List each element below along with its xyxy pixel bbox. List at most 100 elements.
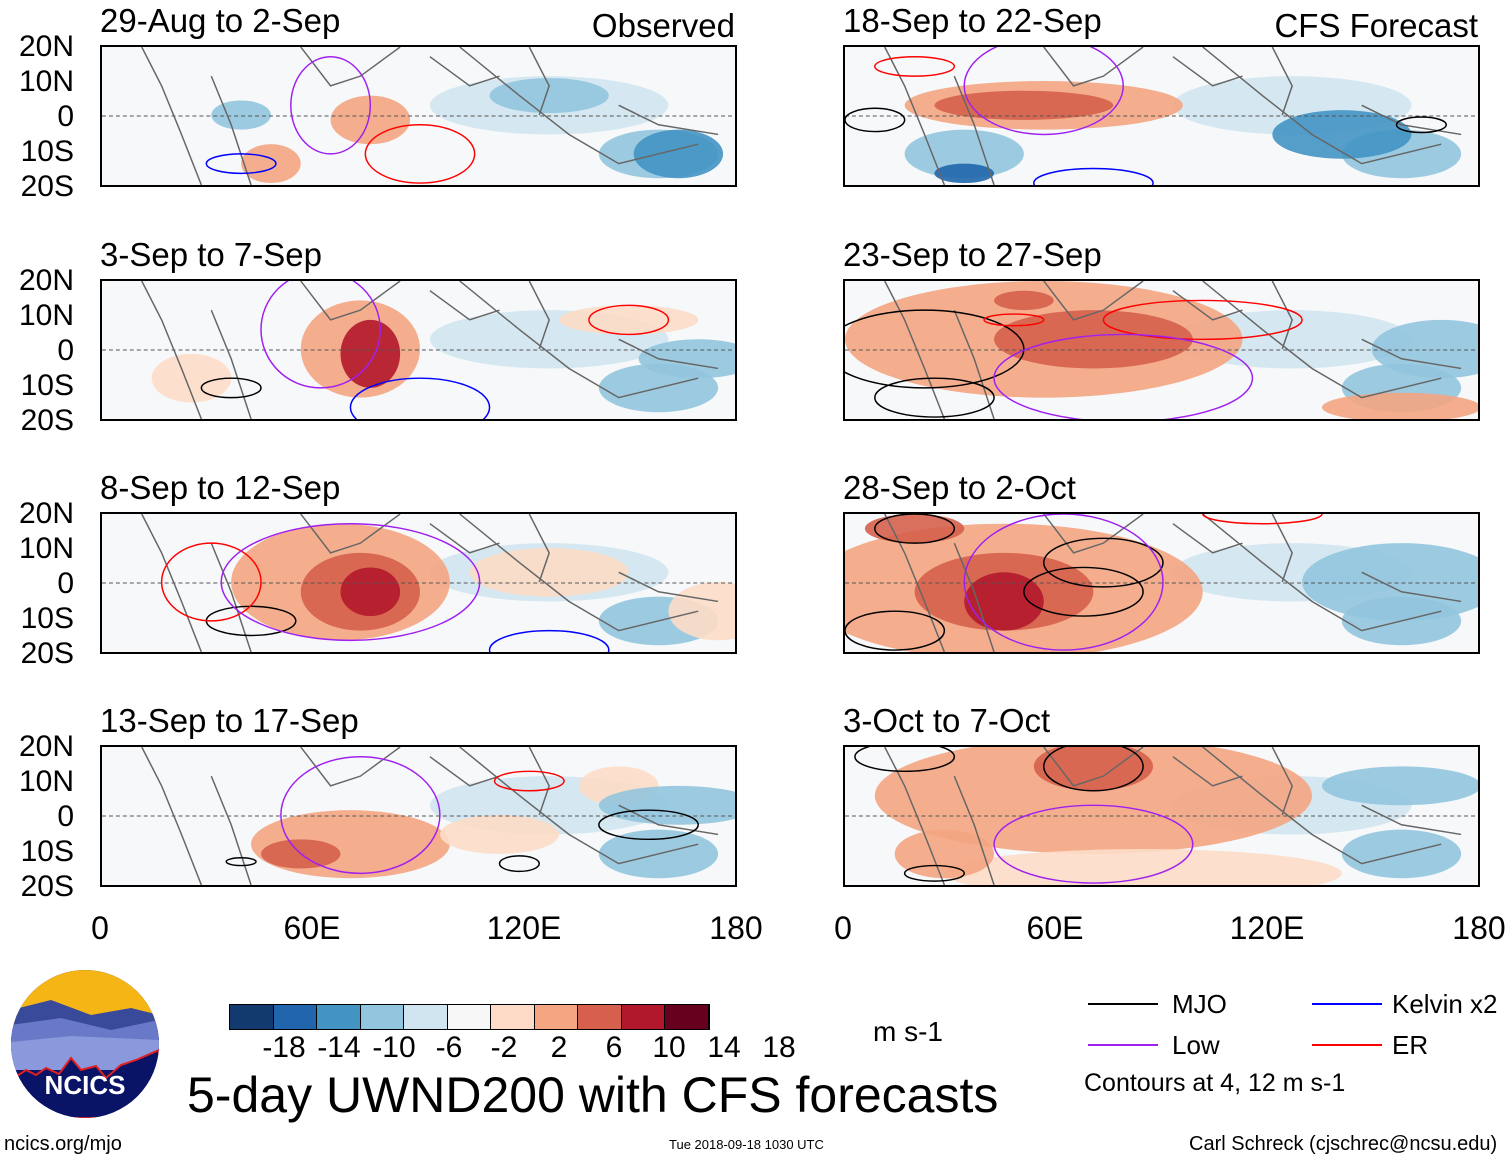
anomaly-shading <box>934 90 1114 120</box>
anomaly-shading <box>904 129 1024 179</box>
wave-contour <box>845 107 906 133</box>
legend-line-mjo <box>1088 1003 1158 1005</box>
panel-title: 23-Sep to 27-Sep <box>843 236 1102 273</box>
wave-contour <box>364 124 476 184</box>
map-panel <box>843 512 1480 654</box>
colorbar-swatch <box>447 1005 491 1029</box>
anomaly-shading <box>894 829 995 879</box>
anomaly-shading <box>864 514 965 544</box>
colorbar-swatch <box>404 1005 448 1029</box>
wave-contour <box>845 610 946 651</box>
wave-contour <box>225 857 257 867</box>
anomaly-shading <box>874 747 1312 854</box>
anomaly-shading <box>151 353 232 403</box>
anomaly-shading <box>469 548 629 597</box>
colorbar-label: 10 <box>652 1031 686 1064</box>
coastlines <box>141 514 719 652</box>
colorbar-swatch <box>230 1005 274 1029</box>
lat-label: 20N <box>18 264 74 297</box>
wave-contour <box>493 770 565 792</box>
coastlines <box>141 281 719 419</box>
colorbar-swatch <box>578 1005 622 1029</box>
lat-label: 0 <box>57 100 74 133</box>
lat-label: 10N <box>18 299 74 332</box>
wave-contour <box>874 377 995 418</box>
lat-label: 20S <box>20 870 74 903</box>
map-panel <box>100 279 737 421</box>
anomaly-shading <box>340 319 401 388</box>
coastlines <box>884 281 1462 419</box>
wave-contour <box>1202 514 1323 525</box>
lon-label: 120E <box>1229 910 1305 946</box>
lat-label: 10N <box>18 65 74 98</box>
map-panel <box>843 45 1480 187</box>
lat-label: 10S <box>20 835 74 868</box>
colorbar-swatch <box>317 1005 361 1029</box>
colorbar-swatch <box>273 1005 317 1029</box>
lat-label: 10S <box>20 135 74 168</box>
colorbar-label: -18 <box>262 1031 306 1064</box>
anomaly-shading <box>964 572 1044 631</box>
wave-contour <box>993 804 1194 884</box>
wave-contour <box>874 514 956 544</box>
anomaly-shading <box>598 785 735 825</box>
colorbar-label: 2 <box>550 1031 568 1064</box>
panel-title: 13-Sep to 17-Sep <box>100 702 359 739</box>
colorbar-label: 14 <box>707 1031 741 1064</box>
colorbar-label: 6 <box>605 1031 623 1064</box>
panel-title: 28-Sep to 2-Oct <box>843 469 1076 506</box>
ncics-logo: NCICS <box>11 970 159 1118</box>
lat-label: 20S <box>20 637 74 670</box>
anomaly-shading <box>638 339 735 379</box>
wave-contour <box>1042 537 1164 588</box>
map-panel <box>100 45 737 187</box>
wave-contour <box>498 855 540 873</box>
panel-title: 18-Sep to 22-Sep <box>843 2 1102 39</box>
lat-label: 20S <box>20 170 74 203</box>
anomaly-shading <box>330 95 411 145</box>
wave-contour <box>903 864 965 882</box>
panel-title: 29-Aug to 2-Sep <box>100 2 341 39</box>
lat-label: 20N <box>18 30 74 63</box>
wave-contour <box>290 55 372 155</box>
panel-title: 8-Sep to 12-Sep <box>100 469 341 506</box>
legend-kelvin: Kelvin x2 <box>1392 989 1498 1019</box>
lat-label: 10N <box>18 765 74 798</box>
colorbar-label: 18 <box>762 1031 796 1064</box>
anomaly-shading <box>1033 747 1154 791</box>
wave-contour <box>160 542 262 622</box>
anomaly-shading <box>1302 543 1478 621</box>
anomaly-shading <box>211 100 271 130</box>
anomaly-shading <box>1272 110 1412 159</box>
colorbar-swatch <box>621 1005 665 1029</box>
wave-contour <box>963 514 1164 651</box>
coastlines <box>141 47 719 185</box>
coastlines <box>884 747 1462 885</box>
panel-title: 3-Sep to 7-Sep <box>100 236 322 273</box>
wave-contour <box>1043 747 1144 792</box>
panel-title: 3-Oct to 7-Oct <box>843 702 1051 739</box>
anomaly-shading <box>934 163 995 184</box>
wave-contour <box>993 333 1254 419</box>
contour-note: Contours at 4, 12 m s-1 <box>1084 1069 1346 1097</box>
colorbar-swatch <box>360 1005 404 1029</box>
anomaly-shading <box>340 567 401 617</box>
coastlines <box>884 47 1462 185</box>
legend-line-kelvin <box>1312 1003 1382 1005</box>
wave-contour <box>260 281 381 389</box>
website-link[interactable]: ncics.org/mjo <box>4 1133 122 1155</box>
lat-label: 0 <box>57 567 74 600</box>
lon-label: 120E <box>486 910 562 946</box>
lat-label: 10S <box>20 602 74 635</box>
lon-label: 180 <box>709 910 763 946</box>
lon-label: 0 <box>834 910 852 946</box>
timestamp: Tue 2018-09-18 1030 UTC <box>669 1137 824 1152</box>
wave-contour <box>963 47 1124 136</box>
wave-contour <box>854 747 956 773</box>
lat-label: 20N <box>18 730 74 763</box>
lat-label: 10S <box>20 369 74 402</box>
lat-label: 0 <box>57 800 74 833</box>
anomaly-shading <box>944 849 1342 885</box>
colorbar-label: -14 <box>317 1031 361 1064</box>
anomaly-shading <box>994 290 1054 311</box>
